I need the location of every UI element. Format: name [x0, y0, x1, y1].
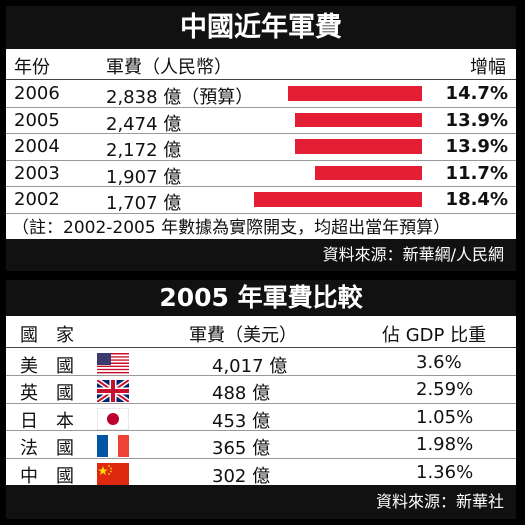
- growth-label: 13.9%: [445, 109, 508, 131]
- table-row: 2005 2,474 億 13.9%: [6, 107, 516, 135]
- china-military-spending-panel: 中國近年軍費 年份 軍費（人民幣） 增幅 2006 2,838 億（預算） 14.7…: [6, 6, 516, 271]
- growth-label: 14.7%: [445, 83, 508, 104]
- header-gdp: 佔 GDP 比重: [382, 325, 487, 346]
- spending-value: 453 億: [212, 410, 271, 432]
- source-bar: 資料來源：新華網/人民網: [6, 239, 516, 271]
- country-label: 英 國: [20, 383, 74, 405]
- year-label: 2002: [14, 189, 60, 211]
- spending-label: 2,474 億: [106, 113, 182, 135]
- growth-bar: [295, 112, 422, 128]
- growth-bar: [287, 86, 422, 101]
- country-label: 中 國: [20, 465, 74, 487]
- header-growth: 增幅: [470, 57, 506, 78]
- source-text: 資料來源：新華社: [375, 492, 504, 511]
- panel-title: 2005 年軍費比較: [6, 280, 516, 316]
- footnote: （註：2002-2005 年數據為實際開支，均超出當年預算）: [12, 218, 451, 238]
- year-label: 2006: [14, 83, 60, 104]
- spending-value: 365 億: [212, 438, 271, 460]
- table-row: 2002 1,707 億 18.4%: [6, 186, 516, 214]
- gdp-share-value: 1.98%: [416, 434, 474, 456]
- table-row: 英 國 488 億 2.59%: [6, 375, 516, 405]
- growth-bar: [254, 192, 422, 207]
- year-label: 2003: [14, 162, 60, 184]
- spending-label: 1,707 億: [106, 193, 182, 215]
- gdp-share-value: 1.05%: [416, 406, 474, 428]
- spending-value: 4,017 億: [212, 356, 288, 377]
- growth-bar: [315, 165, 422, 181]
- table-row: 美 國 4,017 億 3.6%: [6, 348, 516, 377]
- growth-label: 13.9%: [445, 136, 508, 158]
- spending-label: 2,838 億（預算）: [106, 87, 254, 108]
- japan-flag-icon: [97, 407, 129, 430]
- us-flag-icon: [97, 353, 129, 375]
- source-bar: 資料來源：新華社: [6, 485, 516, 519]
- country-label: 日 本: [20, 410, 74, 432]
- source-text: 資料來源：新華網/人民網: [322, 245, 504, 264]
- france-flag-icon: [97, 435, 129, 458]
- table-row: 2003 1,907 億 11.7%: [6, 160, 516, 188]
- spending-value: 488 億: [212, 383, 271, 405]
- growth-label: 18.4%: [445, 189, 508, 211]
- table-row: 2004 2,172 億 13.9%: [6, 133, 516, 161]
- year-label: 2005: [14, 109, 60, 131]
- uk-flag-icon: [97, 380, 129, 403]
- country-label: 美 國: [20, 356, 74, 377]
- spending-value: 302 億: [212, 465, 271, 487]
- growth-bar: [295, 139, 422, 154]
- header-spending: 軍費（美元）: [189, 325, 297, 346]
- table-row: 日 本 453 億 1.05%: [6, 403, 516, 432]
- gdp-share-value: 1.36%: [416, 461, 474, 483]
- header-year: 年份: [14, 57, 50, 78]
- header-country: 國 家: [20, 325, 74, 346]
- year-label: 2004: [14, 136, 60, 158]
- china-flag-icon: [97, 462, 129, 485]
- table-row: 中 國 302 億 1.36%: [6, 458, 516, 487]
- table-row: 法 國 365 億 1.98%: [6, 430, 516, 460]
- growth-label: 11.7%: [445, 162, 508, 184]
- gdp-share-value: 3.6%: [416, 352, 462, 373]
- military-spending-comparison-panel: 2005 年軍費比較 國 家 軍費（美元） 佔 GDP 比重 美 國 4,017 …: [6, 280, 516, 519]
- table-header: 年份 軍費（人民幣） 增幅: [6, 50, 516, 80]
- gdp-share-value: 2.59%: [416, 379, 474, 401]
- spending-label: 1,907 億: [106, 166, 182, 188]
- country-label: 法 國: [20, 438, 74, 460]
- header-spending: 軍費（人民幣）: [106, 57, 232, 78]
- table-row: 2006 2,838 億（預算） 14.7%: [6, 80, 516, 108]
- table-header: 國 家 軍費（美元） 佔 GDP 比重: [6, 317, 516, 348]
- spending-label: 2,172 億: [106, 140, 182, 162]
- panel-title: 中國近年軍費: [6, 6, 516, 49]
